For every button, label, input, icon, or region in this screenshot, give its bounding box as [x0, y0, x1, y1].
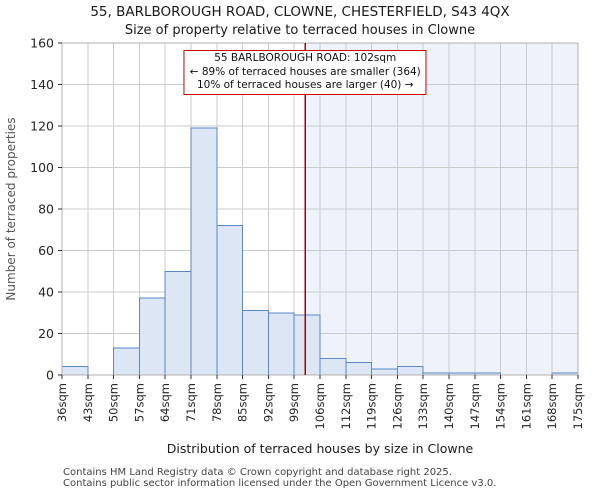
histogram-plot: 0 20 40 60 80 100 120 140 160 36sqm 43sqm 50sqm 57sq… — [4, 36, 585, 457]
x-tick-label: 36sqm — [55, 383, 69, 422]
y-axis-title: Number of terraced properties — [4, 117, 18, 300]
attribution-footer: Contains HM Land Registry data © Crown c… — [63, 467, 497, 489]
y-tick-label: 140 — [30, 77, 54, 92]
x-tick-label: 140sqm — [442, 383, 456, 429]
histogram-bar — [242, 310, 269, 376]
histogram-bar — [396, 366, 424, 376]
histogram-bar — [113, 347, 140, 376]
x-tick-label: 119sqm — [365, 383, 379, 429]
plot-dynamic-layer: 0 20 40 60 80 100 120 140 160 36sqm 43sqm 50sqm 57sq… — [30, 36, 585, 430]
x-tick-label: 57sqm — [132, 383, 146, 422]
x-tick-label: 161sqm — [519, 383, 533, 429]
x-tick-label: 92sqm — [261, 383, 275, 422]
x-tick-label: 99sqm — [287, 383, 301, 422]
footer-line-1: Contains HM Land Registry data © Crown c… — [63, 467, 452, 478]
x-tick-label: 133sqm — [416, 383, 430, 429]
x-tick-label: 50sqm — [107, 383, 121, 422]
y-tick-label: 120 — [30, 119, 54, 134]
x-axis-title: Distribution of terraced houses by size … — [167, 441, 474, 456]
chart-title: 55, BARLBOROUGH ROAD, CLOWNE, CHESTERFIE… — [90, 4, 510, 20]
y-tick-label: 80 — [38, 202, 54, 217]
x-tick-label: 147sqm — [468, 383, 482, 429]
annotation-line-3: 10% of terraced houses are larger (40) → — [196, 79, 414, 91]
x-tick-label: 64sqm — [158, 383, 172, 422]
histogram-bar — [371, 368, 398, 376]
x-tick-label: 112sqm — [339, 383, 353, 429]
histogram-bar — [319, 357, 347, 376]
x-tick-label: 168sqm — [545, 383, 559, 429]
x-tick-label: 154sqm — [494, 383, 508, 429]
x-tick-label: 126sqm — [390, 383, 404, 429]
annotation-line-2: ← 89% of terraced houses are smaller (36… — [189, 65, 421, 78]
x-tick-label: 85sqm — [236, 383, 250, 422]
chart-subtitle: Size of property relative to terraced ho… — [124, 23, 476, 38]
histogram-bar — [216, 225, 244, 376]
x-tick-label: 78sqm — [210, 383, 224, 422]
x-tick-label: 71sqm — [184, 383, 198, 422]
histogram-bar — [164, 270, 192, 376]
annotation-line-1: 55 BARLBOROUGH ROAD: 102sqm — [214, 52, 397, 64]
y-tick-label: 20 — [38, 326, 54, 341]
y-tick-label: 0 — [46, 368, 54, 383]
x-tick-label: 175sqm — [571, 383, 585, 429]
histogram-bar — [267, 312, 295, 376]
x-tick-label: 106sqm — [313, 383, 327, 429]
histogram-bar — [61, 366, 89, 376]
histogram-bar — [138, 297, 166, 376]
histogram-bar — [293, 314, 321, 376]
y-tick-label: 60 — [38, 243, 54, 258]
histogram-bar — [190, 127, 218, 376]
y-tick-label: 40 — [38, 285, 54, 300]
subject-property-annotation-box: 55 BARLBOROUGH ROAD: 102sqm ← 89% of ter… — [183, 50, 427, 95]
x-tick-label: 43sqm — [81, 383, 95, 422]
footer-line-2: Contains public sector information licen… — [63, 477, 497, 489]
y-tick-label: 160 — [30, 36, 54, 51]
histogram-bar — [345, 362, 373, 376]
y-tick-label: 100 — [30, 160, 54, 175]
